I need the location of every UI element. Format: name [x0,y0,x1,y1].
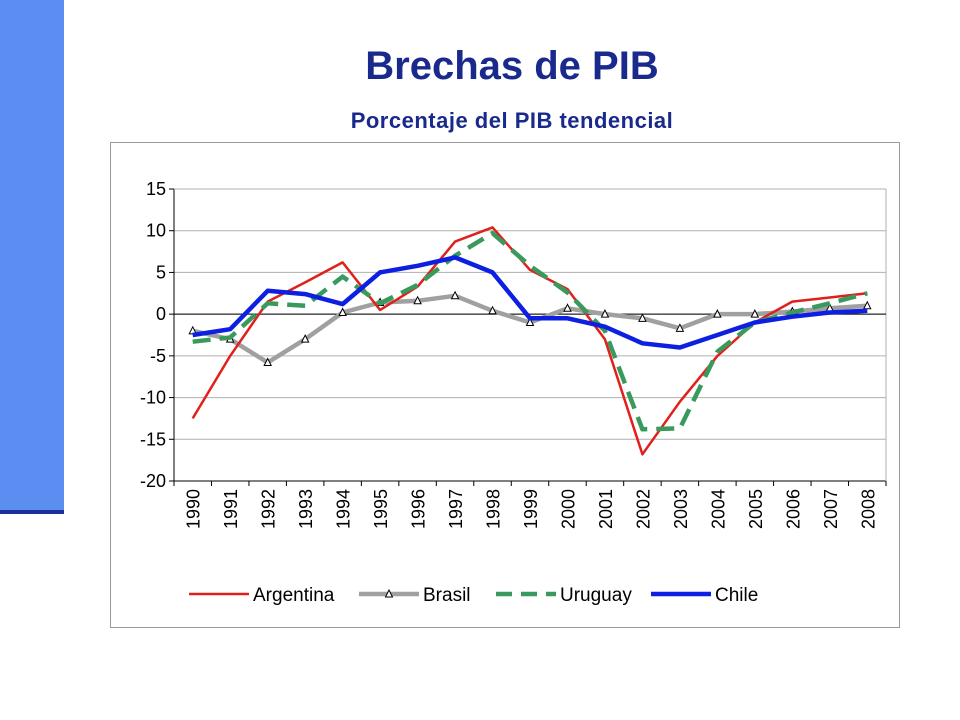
x-tick-label: 2002 [633,489,653,529]
data-point-marker [338,307,347,316]
slide-title: Brechas de PIB [365,44,659,88]
y-tick-labels: 15 10 5 0 -5 -10 -15 -20 [140,179,166,491]
y-tick-label: 10 [146,221,166,241]
data-point-marker [263,357,272,367]
data-point-marker [675,323,685,332]
x-tick-label: 1998 [484,489,504,529]
data-point-marker [488,305,497,315]
data-point-marker [300,334,310,343]
x-tick-label: 1991 [221,489,241,529]
legend-marker [384,588,394,598]
series-line-chile [192,255,868,350]
x-tick-label: 1995 [371,489,391,529]
y-tick-label: 15 [146,179,166,199]
data-point-marker [713,309,722,318]
x-tick-label: 2007 [821,489,841,529]
y-tick-label: -5 [150,346,166,366]
x-tick-label: 1999 [521,489,541,529]
data-point-marker [563,303,572,312]
x-tick-label: 1990 [184,489,204,529]
x-tick-label: 2001 [596,489,616,529]
legend-label-argentina: Argentina [253,585,335,606]
x-tick-label: 1994 [334,489,354,529]
x-tick-label: 2003 [671,489,691,529]
x-tick-label: 2004 [708,489,728,529]
x-tick-label: 1997 [446,489,466,529]
x-tick-label: 1993 [296,489,316,529]
x-tick-label: 2006 [783,489,803,529]
data-point-marker [750,309,760,318]
data-point-marker [862,300,872,310]
x-tick-label: 2005 [746,489,766,529]
legend-label-uruguay: Uruguay [560,585,632,606]
x-tick-label: 2008 [858,489,878,529]
y-tick-label: 5 [156,262,166,282]
legend-label-brasil: Brasil [423,585,471,606]
y-tick-label: -15 [140,429,166,449]
y-tick-label: -20 [140,471,166,491]
data-point-marker [638,313,647,322]
gridlines [174,188,886,482]
legend: Argentina Brasil Uruguay Chile [189,585,758,606]
series-lines [188,226,872,456]
slide-subtitle: Porcentaje del PIB tendencial [350,108,674,133]
data-point-marker [600,309,610,318]
data-point-marker [525,317,535,326]
series-line-argentina [191,226,868,456]
data-point-marker [413,295,422,305]
x-tick-label: 2000 [558,489,578,529]
x-tick-labels: 1990 1991 1992 1993 1994 1995 1996 1997 1998 1999… [184,489,879,529]
y-tick-label: -10 [140,388,166,408]
data-point-marker [450,290,460,300]
series-line-uruguay [192,230,868,432]
x-tick-label: 1996 [409,489,429,529]
chart-frame: 15 10 5 0 -5 -10 -15 -20 1990 1991 1992 1993 1994 19… [110,142,900,628]
left-accent-underline [0,510,64,514]
axes [169,188,887,486]
x-tick-label: 1992 [259,489,279,529]
y-tick-label: 0 [156,304,166,324]
legend-label-chile: Chile [715,585,758,606]
left-accent-bar [0,0,64,510]
